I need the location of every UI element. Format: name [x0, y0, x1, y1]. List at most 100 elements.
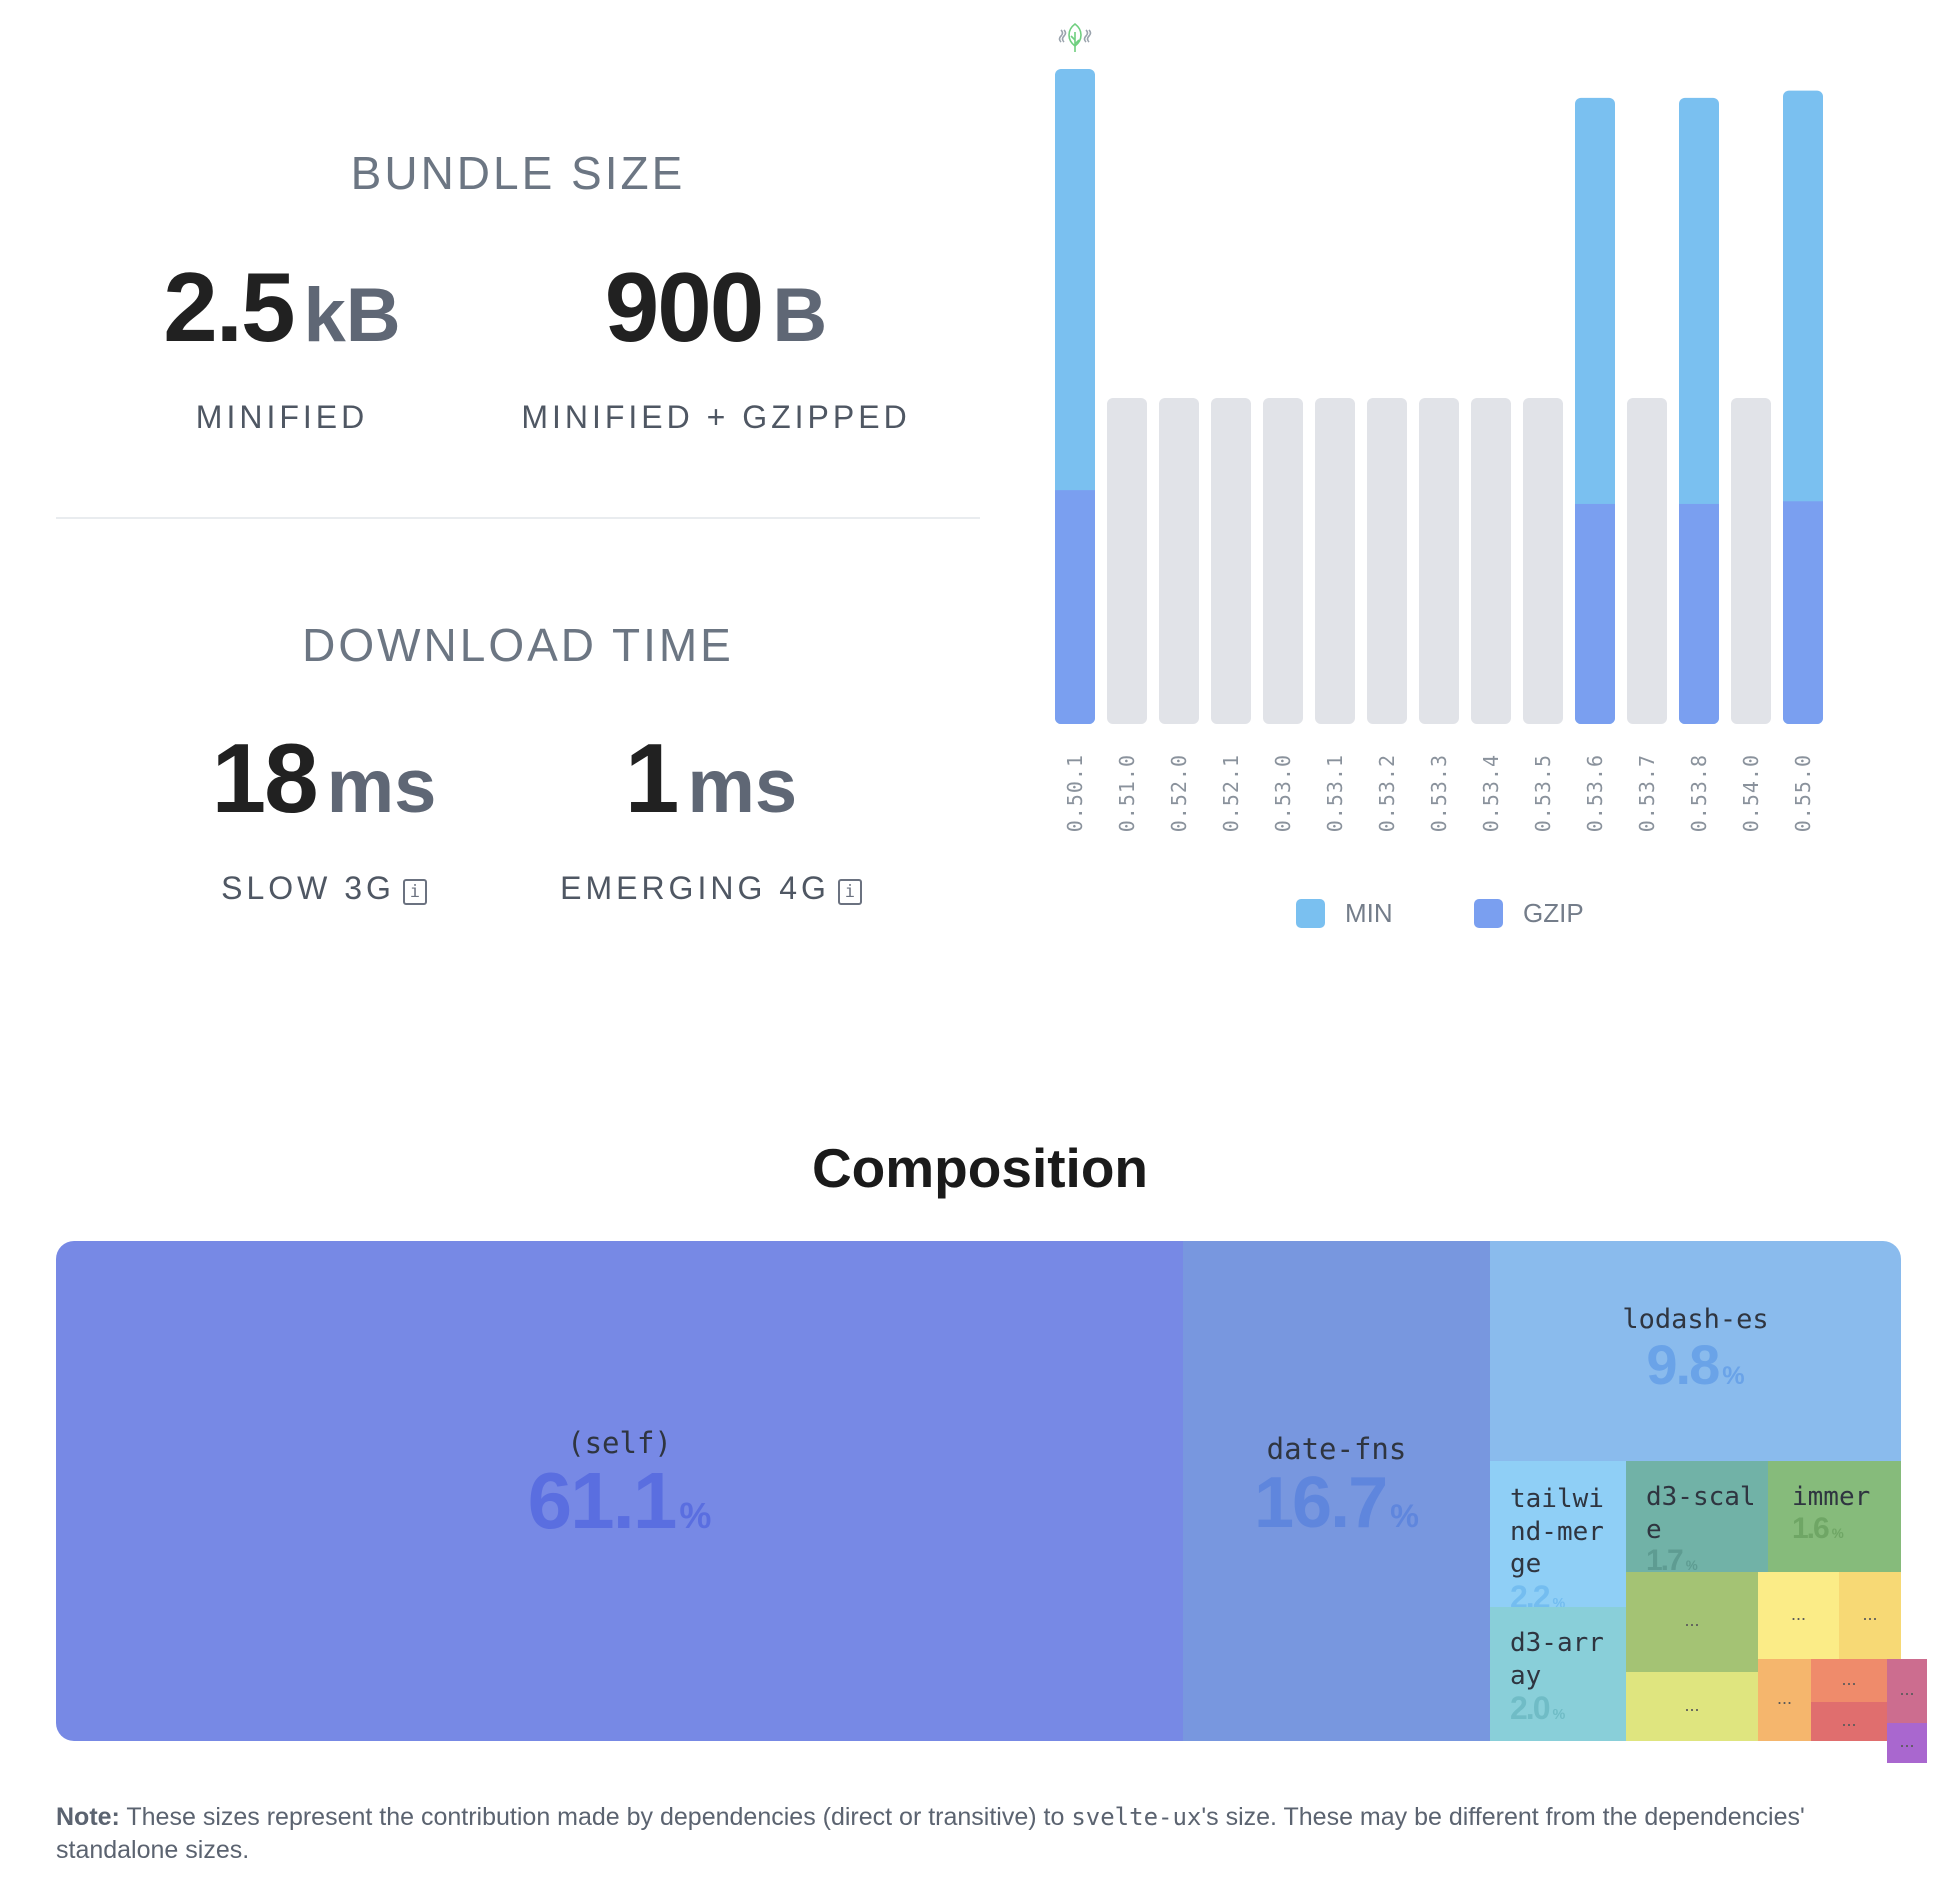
bar-gzip-base: [1679, 710, 1719, 724]
bundle-size-title: BUNDLE SIZE: [350, 147, 686, 199]
treemap-other-label: ...: [1776, 1688, 1792, 1708]
bar-empty[interactable]: [1627, 398, 1667, 724]
bar-empty[interactable]: [1315, 398, 1355, 724]
slow-3g-value: 18: [211, 723, 319, 833]
treemap-other-1[interactable]: ...: [1626, 1572, 1758, 1672]
x-tick-label: 0.54.0: [1739, 754, 1763, 832]
x-tick-label: 0.53.3: [1427, 754, 1451, 832]
note-text-2: 's size. These may be different from the…: [56, 1803, 1805, 1864]
legend-min: MIN: [1296, 898, 1393, 929]
note: Note: These sizes represent the contribu…: [56, 1801, 1856, 1867]
treemap-item-name: d3-array: [1510, 1628, 1604, 1691]
percent-sign: %: [1831, 1525, 1844, 1541]
legend-gzip: GZIP: [1474, 898, 1584, 929]
bar-empty[interactable]: [1523, 398, 1563, 724]
tree-shake-icon: [1058, 22, 1092, 52]
treemap-other-4[interactable]: ...: [1839, 1572, 1901, 1659]
treemap-date-fns[interactable]: date-fns 16.7%: [1183, 1241, 1490, 1741]
bar-empty[interactable]: [1731, 398, 1771, 724]
treemap-other-label: ...: [1899, 1731, 1915, 1751]
treemap-item-percent: 16.7%: [1254, 1463, 1419, 1544]
treemap-item-percent: 2.0%: [1510, 1690, 1566, 1726]
treemap-d3-scale[interactable]: d3-scale 1.7%: [1626, 1461, 1768, 1572]
treemap-lodash-es[interactable]: lodash-es 9.8%: [1490, 1241, 1901, 1461]
minified-unit: kB: [303, 273, 401, 358]
x-tick-label: 0.52.0: [1167, 754, 1191, 832]
version-size-chart: 0.50.1 0.51.0 0.52.0 0.52.1 0.53.0 0.53.1 0.53…: [1055, 22, 1823, 832]
percent-sign: %: [679, 1495, 712, 1537]
treemap-other-5[interactable]: ...: [1758, 1659, 1811, 1741]
emerging-4g-stat: 1 ms EMERGING 4G i: [491, 729, 931, 907]
bar-empty[interactable]: [1419, 398, 1459, 724]
note-label: Note:: [56, 1803, 120, 1831]
treemap-other-label: ...: [1841, 1709, 1857, 1730]
bar-gzip-base: [1783, 710, 1823, 724]
x-tick-label: 0.52.1: [1219, 754, 1243, 832]
note-package: svelte-ux: [1071, 1803, 1202, 1831]
treemap-other-8[interactable]: ...: [1887, 1659, 1927, 1723]
info-icon[interactable]: i: [837, 879, 862, 905]
treemap-d3-array[interactable]: d3-array 2.0%: [1490, 1607, 1626, 1741]
bar-empty[interactable]: [1263, 398, 1303, 724]
treemap-item-percent: 2.2%: [1510, 1581, 1616, 1608]
bar-gzip[interactable]: [1783, 501, 1823, 718]
legend-gzip-swatch: [1474, 899, 1503, 928]
legend-min-swatch: [1296, 899, 1325, 928]
percent-sign: %: [1552, 1707, 1566, 1723]
slow-3g-label-row: SLOW 3G i: [104, 870, 544, 907]
treemap-other-label: ...: [1790, 1603, 1806, 1624]
x-tick-label: 0.53.1: [1323, 754, 1347, 832]
gzipped-unit: B: [772, 273, 828, 358]
composition-title: Composition: [811, 1137, 1149, 1199]
bar-gzip[interactable]: [1679, 503, 1719, 718]
bar-empty[interactable]: [1211, 398, 1251, 724]
treemap-other-label: ...: [1841, 1668, 1857, 1689]
treemap-item-name: lodash-es: [1622, 1304, 1769, 1335]
treemap-item-name: tailwind-merge: [1510, 1484, 1604, 1579]
percent-sign: %: [1390, 1498, 1419, 1535]
bar-empty[interactable]: [1107, 398, 1147, 724]
gzipped-stat: 900 B MINIFIED + GZIPPED: [496, 258, 936, 436]
treemap-other-label: ...: [1684, 1694, 1700, 1715]
bar-gzip-base: [1055, 710, 1095, 724]
bar-empty[interactable]: [1159, 398, 1199, 724]
slow-3g-label: SLOW 3G: [221, 870, 395, 906]
treemap-other-3[interactable]: ...: [1758, 1572, 1839, 1659]
info-icon[interactable]: i: [402, 879, 427, 905]
x-tick-label: 0.53.2: [1375, 754, 1399, 832]
treemap-item-name: (self): [567, 1426, 672, 1460]
percent-sign: %: [1685, 1558, 1698, 1572]
bar-empty[interactable]: [1367, 398, 1407, 724]
emerging-4g-label-row: EMERGING 4G i: [491, 870, 931, 907]
composition-treemap: (self) 61.1% date-fns 16.7% lodash-es 9.8% tai…: [56, 1241, 1927, 1763]
bar-empty[interactable]: [1471, 398, 1511, 724]
treemap-immer[interactable]: immer 1.6%: [1768, 1461, 1901, 1572]
emerging-4g-value: 1: [624, 723, 679, 833]
slow-3g-unit: ms: [326, 744, 437, 829]
x-tick-label: 0.53.6: [1583, 754, 1607, 832]
treemap-self[interactable]: (self) 61.1%: [56, 1241, 1183, 1741]
treemap-item-percent: 9.8%: [1646, 1332, 1745, 1396]
emerging-4g-label: EMERGING 4G: [560, 870, 830, 906]
treemap-other-label: ...: [1899, 1679, 1915, 1699]
bar-gzip[interactable]: [1575, 503, 1615, 718]
minified-stat: 2.5 kB MINIFIED: [62, 258, 502, 436]
bar-gzip[interactable]: [1055, 490, 1095, 718]
gzipped-value: 900: [604, 252, 765, 362]
bar-gzip-base: [1575, 710, 1615, 724]
x-tick-label: 0.55.0: [1791, 754, 1815, 832]
treemap-item-name: d3-scale: [1646, 1482, 1756, 1545]
legend-gzip-label: GZIP: [1523, 898, 1584, 928]
percent-sign: %: [1722, 1361, 1745, 1390]
treemap-other-2[interactable]: ...: [1626, 1672, 1758, 1741]
treemap-other-label: ...: [1862, 1603, 1878, 1624]
gzipped-label: MINIFIED + GZIPPED: [521, 399, 911, 435]
treemap-tailwind-merge[interactable]: tailwind-merge 2.2%: [1490, 1461, 1626, 1607]
x-tick-label: 0.53.8: [1687, 754, 1711, 832]
treemap-other-7[interactable]: ...: [1811, 1702, 1887, 1741]
treemap-other-label: ...: [1684, 1610, 1700, 1630]
x-tick-label: 0.50.1: [1063, 754, 1087, 832]
x-tick-label: 0.53.4: [1479, 754, 1503, 832]
treemap-other-9[interactable]: ...: [1887, 1723, 1927, 1763]
treemap-other-6[interactable]: ...: [1811, 1659, 1887, 1702]
